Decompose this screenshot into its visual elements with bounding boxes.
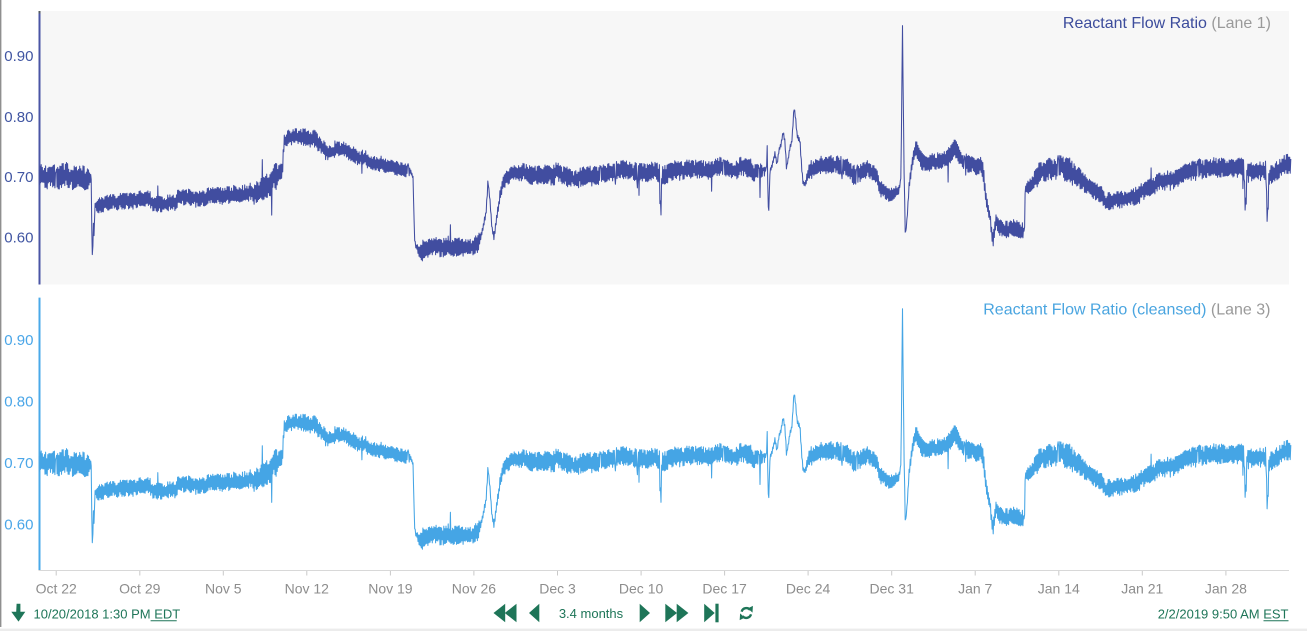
svg-text:Nov 12: Nov 12 — [285, 581, 330, 597]
svg-text:Nov 26: Nov 26 — [452, 581, 497, 597]
svg-text:0.60: 0.60 — [4, 230, 33, 247]
svg-text:3.4 months: 3.4 months — [559, 606, 624, 621]
svg-text:10/20/2018 1:30 PM EDT: 10/20/2018 1:30 PM EDT — [34, 607, 181, 622]
svg-text:0.80: 0.80 — [4, 394, 33, 411]
svg-text:Dec 10: Dec 10 — [619, 581, 664, 597]
svg-text:Jan 14: Jan 14 — [1038, 581, 1080, 597]
svg-text:Dec 17: Dec 17 — [702, 581, 747, 597]
svg-text:Oct 22: Oct 22 — [36, 581, 77, 597]
svg-text:2/2/2019 9:50 AM EST: 2/2/2019 9:50 AM EST — [1158, 607, 1289, 622]
svg-text:0.80: 0.80 — [4, 109, 33, 126]
svg-text:Jan 28: Jan 28 — [1205, 581, 1247, 597]
svg-text:Reactant Flow Ratio (Lane 1): Reactant Flow Ratio (Lane 1) — [1063, 15, 1271, 32]
svg-text:0.90: 0.90 — [4, 48, 33, 65]
svg-text:Dec 24: Dec 24 — [786, 581, 831, 597]
svg-text:0.90: 0.90 — [4, 332, 33, 349]
svg-text:Oct 29: Oct 29 — [119, 581, 160, 597]
svg-text:Reactant Flow Ratio (cleansed): Reactant Flow Ratio (cleansed) (Lane 3) — [983, 302, 1270, 319]
svg-text:Nov 5: Nov 5 — [205, 581, 242, 597]
svg-text:Jan 21: Jan 21 — [1121, 581, 1163, 597]
svg-text:Dec 31: Dec 31 — [870, 581, 915, 597]
svg-text:Dec 3: Dec 3 — [539, 581, 576, 597]
svg-text:0.70: 0.70 — [4, 455, 33, 472]
svg-text:0.70: 0.70 — [4, 169, 33, 186]
svg-text:0.60: 0.60 — [4, 517, 33, 534]
svg-text:Jan 7: Jan 7 — [958, 581, 992, 597]
svg-text:Nov 19: Nov 19 — [368, 581, 413, 597]
